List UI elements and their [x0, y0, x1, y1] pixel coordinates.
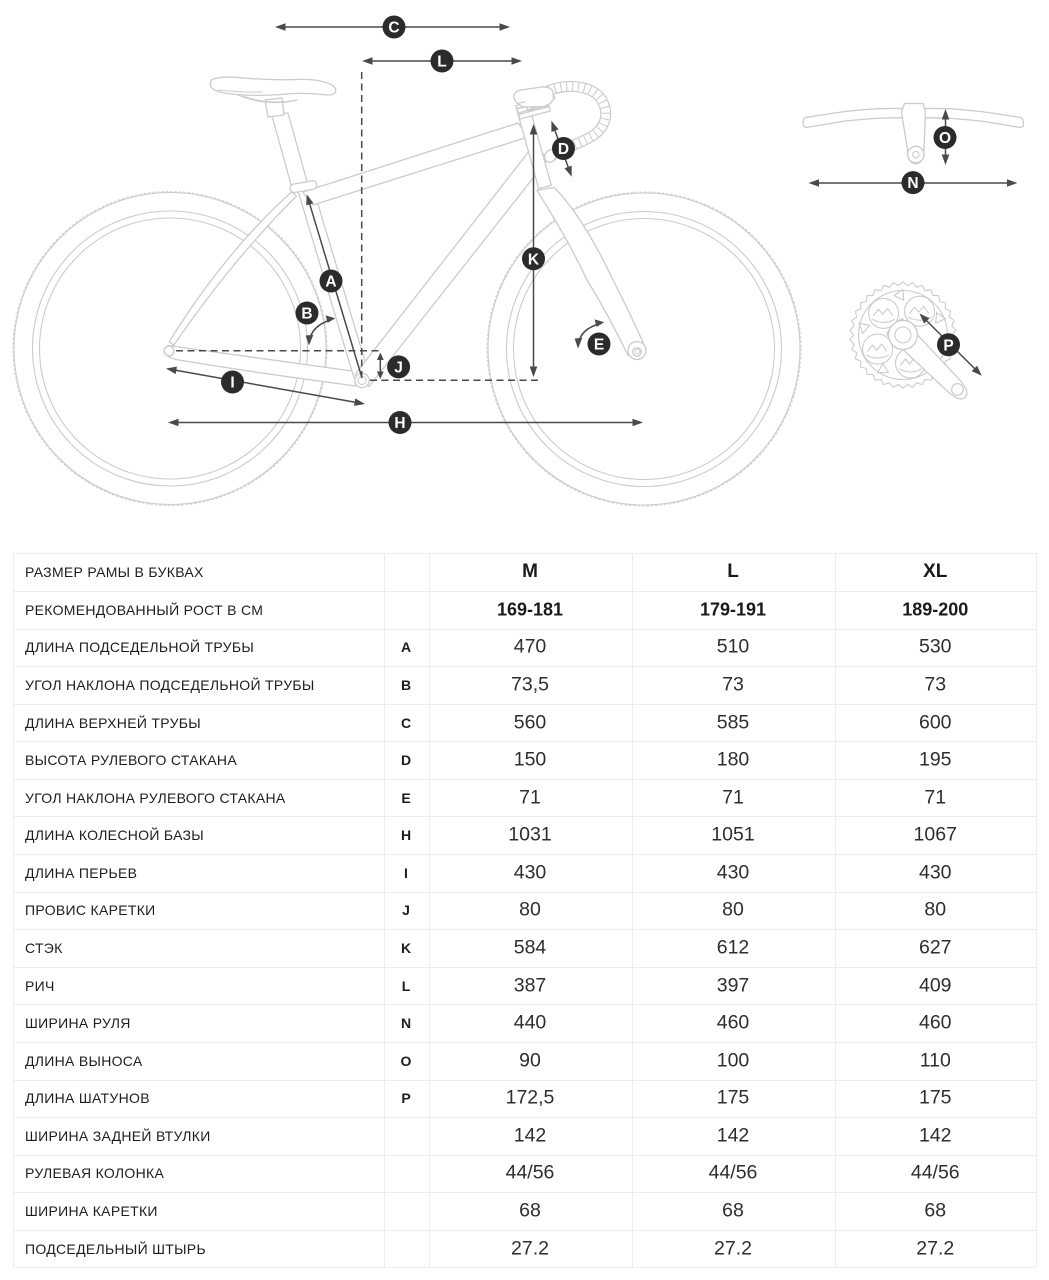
- svg-text:I: I: [230, 375, 234, 392]
- svg-text:A: A: [325, 274, 336, 291]
- svg-text:L: L: [437, 54, 446, 71]
- svg-text:P: P: [943, 337, 953, 354]
- svg-text:C: C: [388, 20, 399, 37]
- svg-text:J: J: [394, 360, 403, 377]
- svg-text:D: D: [558, 141, 569, 158]
- svg-text:K: K: [528, 251, 540, 268]
- svg-text:B: B: [301, 306, 312, 323]
- svg-text:H: H: [394, 415, 405, 432]
- svg-text:E: E: [594, 337, 604, 354]
- svg-text:N: N: [907, 175, 918, 192]
- svg-text:O: O: [939, 130, 951, 147]
